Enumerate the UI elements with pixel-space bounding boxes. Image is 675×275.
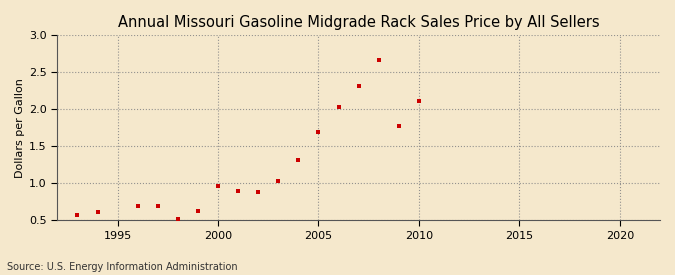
Y-axis label: Dollars per Gallon: Dollars per Gallon [15,78,25,178]
Point [153,203,163,208]
Point [373,58,384,63]
Point [414,99,425,103]
Text: Source: U.S. Energy Information Administration: Source: U.S. Energy Information Administ… [7,262,238,272]
Point [233,189,244,193]
Point [132,203,143,208]
Point [313,130,324,134]
Title: Annual Missouri Gasoline Midgrade Rack Sales Price by All Sellers: Annual Missouri Gasoline Midgrade Rack S… [118,15,599,30]
Point [253,190,264,194]
Point [92,210,103,214]
Point [293,158,304,163]
Point [394,124,404,128]
Point [173,217,184,221]
Point [353,84,364,89]
Point [273,179,284,183]
Point [213,183,223,188]
Point [192,209,203,214]
Point [333,105,344,109]
Point [72,213,83,217]
